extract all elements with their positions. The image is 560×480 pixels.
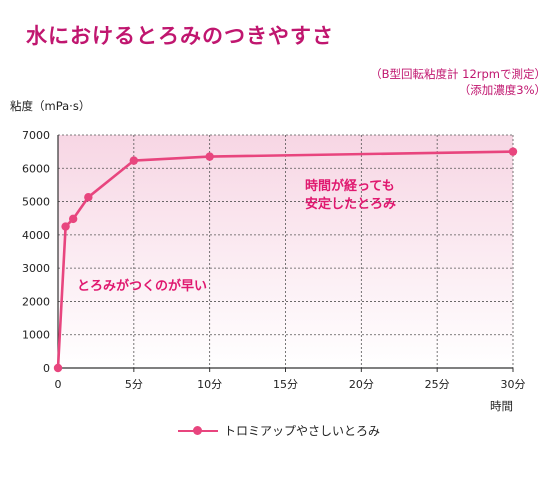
y-tick-label: 5000 [22, 196, 50, 209]
annotation-stable-2: 安定したとろみ [305, 196, 396, 212]
x-axis-label: 時間 [490, 399, 513, 413]
x-tick-label: 20分 [349, 378, 374, 391]
data-point [61, 222, 70, 231]
annotation-stable-1: 時間が経っても [305, 178, 395, 194]
x-tick-label: 15分 [273, 378, 298, 391]
x-tick-label: 5分 [125, 378, 143, 391]
data-point [129, 156, 139, 165]
data-point [508, 147, 518, 156]
chart-title: 水におけるとろみのつきやすさ [26, 24, 334, 48]
x-tick-label: 30分 [501, 378, 526, 391]
x-tick-label: 10分 [197, 378, 222, 391]
y-tick-label: 2000 [22, 295, 50, 308]
legend-swatch-icon [178, 425, 218, 437]
y-axis-label: 粘度（mPa·s） [10, 99, 90, 113]
x-tick-label: 0 [55, 378, 62, 391]
annotation-fast: とろみがつくのが早い [77, 278, 207, 294]
legend-label: トロミアップやさしいとろみ [224, 424, 381, 438]
y-tick-label: 1000 [22, 329, 50, 342]
concentration-note: （添加濃度3%） [458, 83, 546, 97]
x-tick-label: 25分 [425, 378, 450, 391]
data-point [205, 152, 214, 161]
data-point [68, 214, 78, 224]
measurement-note: （B型回転粘度計 12rpmで測定） [370, 67, 546, 81]
data-point [53, 363, 63, 373]
y-tick-label: 3000 [22, 262, 50, 275]
y-tick-label: 7000 [22, 129, 50, 142]
data-point [84, 193, 93, 202]
legend: トロミアップやさしいとろみ [178, 422, 380, 439]
y-tick-label: 6000 [22, 162, 50, 175]
y-tick-label: 0 [43, 362, 50, 375]
y-tick-label: 4000 [22, 229, 50, 242]
